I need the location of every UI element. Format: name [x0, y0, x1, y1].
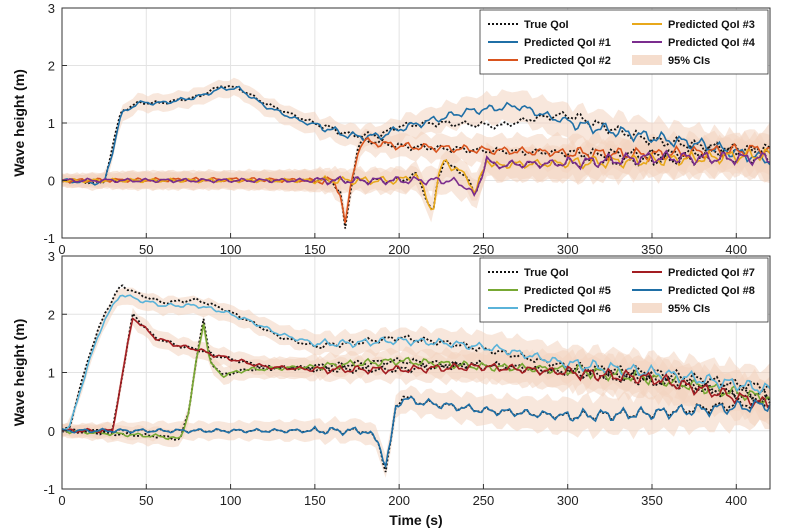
legend-label: Predicted QoI #7 — [668, 267, 755, 279]
legend-label: Predicted QoI #4 — [668, 37, 756, 49]
x-tick-label: 200 — [388, 493, 410, 508]
series-line-predicted-qoi-8 — [61, 395, 771, 469]
x-tick-label: 200 — [388, 242, 410, 257]
y-tick-label: 0 — [48, 174, 55, 189]
legend-swatch-ci — [632, 303, 662, 313]
ci-band — [62, 77, 770, 191]
legend-label: 95% CIs — [668, 303, 710, 315]
series-line-predicted-qoi-3 — [61, 148, 771, 211]
x-tick-label: 150 — [304, 493, 326, 508]
ci-band — [62, 307, 770, 440]
true-qoi-line — [61, 284, 771, 432]
y-tick-label: 1 — [48, 366, 55, 381]
y-tick-label: 1 — [48, 116, 55, 131]
series-line-predicted-qoi-7 — [61, 317, 771, 434]
y-tick-label: -1 — [43, 231, 55, 246]
series-line-predicted-qoi-4 — [61, 149, 771, 197]
legend-label: Predicted QoI #1 — [524, 37, 611, 49]
true-qoi-line — [61, 311, 771, 434]
legend-label: 95% CIs — [668, 55, 710, 67]
legend: True QoI Predicted QoI #1 Predicted QoI #2… — [479, 9, 769, 75]
x-tick-label: 0 — [58, 493, 65, 508]
x-tick-label: 50 — [139, 242, 153, 257]
y-tick-label: 2 — [48, 307, 55, 322]
ci-band — [62, 132, 770, 209]
x-tick-label: 350 — [641, 242, 663, 257]
x-tick-label: 300 — [557, 493, 579, 508]
legend-label: Predicted QoI #5 — [524, 285, 611, 297]
x-tick-label: 250 — [473, 493, 495, 508]
legend-label: True QoI — [524, 267, 569, 279]
legend-label: True QoI — [524, 19, 569, 31]
x-tick-label: 100 — [220, 242, 242, 257]
x-tick-label: 250 — [473, 242, 495, 257]
y-axis-label: Wave height (m) — [11, 319, 27, 427]
legend-label: Predicted QoI #2 — [524, 55, 611, 67]
legend-swatch-ci — [632, 55, 662, 65]
legend: True QoI Predicted QoI #5 Predicted QoI #6… — [479, 257, 769, 323]
x-tick-label: 50 — [139, 493, 153, 508]
true-qoi-line — [61, 318, 771, 441]
y-axis-label: Wave height (m) — [11, 69, 27, 177]
y-tick-label: 0 — [48, 424, 55, 439]
x-tick-label: 350 — [641, 493, 663, 508]
legend-label: Predicted QoI #3 — [668, 19, 755, 31]
x-tick-label: 100 — [220, 493, 242, 508]
y-tick-label: -1 — [43, 482, 55, 497]
x-tick-label: 400 — [725, 242, 747, 257]
ci-band — [62, 287, 770, 437]
y-tick-label: 2 — [48, 59, 55, 74]
x-tick-label: 300 — [557, 242, 579, 257]
legend-box — [479, 257, 769, 323]
true-qoi-line — [61, 85, 771, 185]
x-tick-label: 150 — [304, 242, 326, 257]
x-tick-label: 0 — [58, 242, 65, 257]
series-line-predicted-qoi-1 — [61, 85, 771, 186]
legend-label: Predicted QoI #6 — [524, 303, 611, 315]
series-line-predicted-qoi-6 — [61, 294, 771, 433]
x-tick-label: 400 — [725, 493, 747, 508]
legend-label: Predicted QoI #8 — [668, 285, 755, 297]
y-tick-label: 3 — [48, 1, 55, 16]
legend-box — [479, 9, 769, 75]
x-axis-label: Time (s) — [389, 512, 442, 528]
y-tick-label: 3 — [48, 249, 55, 264]
